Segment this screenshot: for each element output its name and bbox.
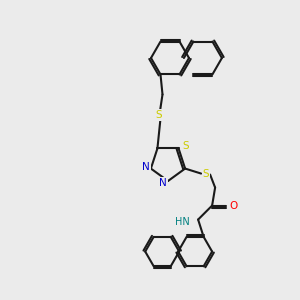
Text: N: N <box>159 178 167 188</box>
Text: N: N <box>142 162 150 172</box>
Text: O: O <box>229 201 237 211</box>
Text: S: S <box>155 110 162 121</box>
Text: S: S <box>203 169 209 178</box>
Text: S: S <box>182 141 189 152</box>
Text: HN: HN <box>176 217 190 226</box>
